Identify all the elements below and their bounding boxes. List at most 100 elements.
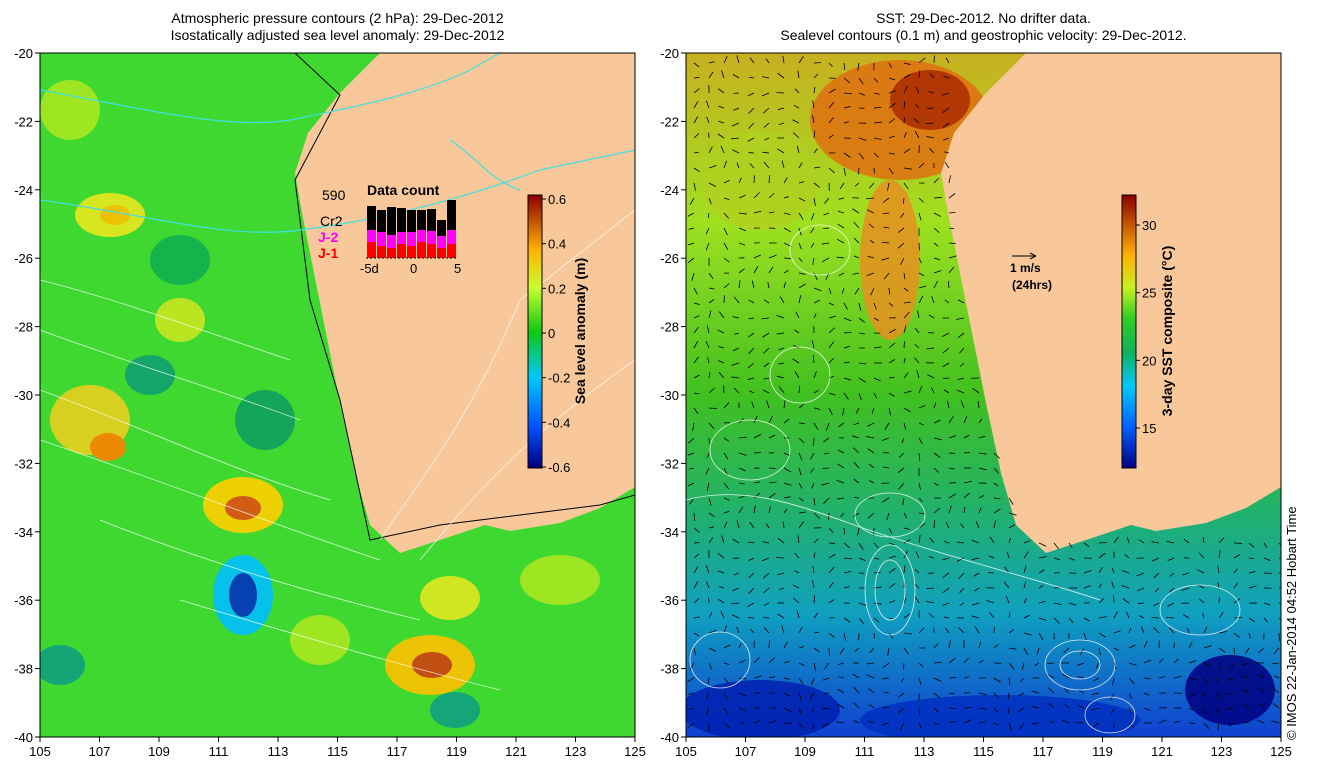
inset-bars bbox=[367, 200, 456, 258]
velocity-arrow bbox=[915, 551, 920, 559]
velocity-arrow bbox=[1158, 658, 1164, 664]
left-lon-tick-label: 107 bbox=[89, 744, 111, 759]
velocity-arrow bbox=[1018, 692, 1025, 697]
velocity-arrow bbox=[843, 542, 851, 549]
velocity-arrow bbox=[1241, 675, 1250, 679]
velocity-arrow bbox=[828, 566, 835, 574]
velocity-arrow bbox=[1128, 627, 1132, 634]
velocity-arrow bbox=[706, 116, 710, 124]
velocity-arrow bbox=[1166, 540, 1175, 544]
velocity-arrow bbox=[708, 526, 715, 529]
velocity-arrow bbox=[783, 677, 790, 680]
sst-colorbar-tick-label: 15 bbox=[1142, 421, 1156, 436]
velocity-arrow bbox=[763, 347, 770, 354]
velocity-arrow bbox=[1053, 542, 1059, 550]
velocity-arrow bbox=[918, 452, 921, 461]
velocity-arrow bbox=[798, 646, 805, 649]
velocity-arrow bbox=[971, 615, 980, 619]
velocity-arrow bbox=[828, 315, 836, 319]
velocity-arrow bbox=[733, 296, 740, 304]
velocity-arrow bbox=[933, 402, 937, 409]
velocity-arrow bbox=[1278, 542, 1281, 546]
velocity-arrow bbox=[812, 355, 815, 364]
velocity-arrow bbox=[783, 722, 792, 725]
velocity-arrow bbox=[978, 721, 986, 724]
inset-bar-segment bbox=[437, 236, 446, 248]
velocity-arrow bbox=[933, 520, 936, 529]
velocity-arrow bbox=[798, 521, 804, 529]
velocity-arrow bbox=[792, 132, 800, 139]
velocity-arrow bbox=[1188, 642, 1193, 649]
velocity-arrow bbox=[783, 269, 789, 274]
velocity-arrow bbox=[948, 227, 955, 230]
velocity-arrow bbox=[1122, 570, 1130, 574]
velocity-arrow bbox=[888, 407, 892, 416]
velocity-arrow bbox=[868, 688, 875, 694]
sla-colorbar-tick-label: -0.2 bbox=[548, 371, 570, 386]
velocity-arrow bbox=[813, 313, 817, 319]
velocity-arrow bbox=[1226, 692, 1235, 695]
velocity-arrow bbox=[768, 434, 776, 439]
velocity-arrow bbox=[783, 257, 792, 259]
velocity-arrow bbox=[747, 377, 755, 380]
velocity-arrow bbox=[926, 122, 935, 125]
velocity-arrow bbox=[1113, 610, 1119, 619]
velocity-arrow bbox=[993, 677, 1001, 683]
velocity-arrow bbox=[798, 295, 802, 304]
right-lat-tick-label: -20 bbox=[660, 46, 679, 61]
velocity-arrow bbox=[813, 662, 816, 671]
velocity-arrow bbox=[869, 704, 875, 709]
velocity-arrow bbox=[975, 521, 980, 529]
velocity-arrow bbox=[903, 100, 906, 109]
velocity-arrow bbox=[708, 662, 713, 670]
sla-colorbar-tick-label: -0.4 bbox=[548, 415, 570, 430]
velocity-arrow bbox=[793, 104, 800, 109]
velocity-arrow bbox=[903, 325, 907, 334]
velocity-arrow bbox=[794, 329, 800, 334]
velocity-arrow bbox=[918, 497, 923, 503]
right-lon-tick-label: 105 bbox=[675, 744, 697, 759]
velocity-arrow bbox=[828, 632, 835, 638]
velocity-arrow bbox=[888, 542, 895, 546]
velocity-arrow bbox=[913, 118, 920, 124]
velocity-arrow bbox=[792, 358, 800, 364]
velocity-arrow bbox=[1203, 645, 1212, 649]
velocity-arrow bbox=[1008, 629, 1015, 634]
velocity-arrow bbox=[882, 212, 890, 215]
velocity-arrow bbox=[732, 538, 740, 544]
velocity-arrow bbox=[1098, 583, 1103, 589]
velocity-arrow bbox=[706, 692, 710, 699]
velocity-arrow bbox=[693, 315, 700, 319]
velocity-arrow bbox=[783, 177, 788, 184]
left-lat-tick-label: -26 bbox=[14, 251, 33, 266]
velocity-arrow bbox=[1158, 719, 1167, 724]
velocity-arrow bbox=[888, 359, 896, 364]
velocity-arrow bbox=[781, 625, 785, 634]
velocity-arrow bbox=[903, 62, 911, 65]
velocity-arrow bbox=[708, 630, 717, 634]
velocity-arrow bbox=[721, 70, 725, 79]
scale-arrow-head-icon bbox=[1029, 252, 1037, 260]
velocity-arrow bbox=[718, 360, 725, 364]
velocity-arrow bbox=[738, 194, 746, 199]
velocity-arrow bbox=[747, 602, 755, 607]
velocity-arrow bbox=[943, 151, 950, 154]
velocity-arrow bbox=[931, 295, 935, 304]
velocity-arrow bbox=[693, 356, 699, 364]
sla-colorbar-tick-label: 0.6 bbox=[548, 192, 566, 207]
velocity-arrow bbox=[957, 299, 965, 304]
velocity-arrow bbox=[813, 595, 816, 604]
velocity-arrow bbox=[723, 497, 730, 501]
velocity-arrow bbox=[873, 617, 880, 623]
sla-colorbar-tick-label: 0.2 bbox=[548, 281, 566, 296]
velocity-arrow bbox=[723, 662, 730, 665]
right-map-title: SST: 29-Dec-2012. No drifter data. Seale… bbox=[686, 10, 1281, 44]
velocity-arrow bbox=[1008, 662, 1015, 670]
velocity-arrow bbox=[783, 242, 792, 247]
velocity-arrow bbox=[888, 377, 895, 379]
velocity-arrow bbox=[796, 145, 800, 154]
velocity-arrow bbox=[707, 677, 710, 684]
inset-mission-cr2: Cr2 bbox=[320, 213, 343, 229]
velocity-arrow bbox=[942, 572, 950, 578]
velocity-arrow bbox=[813, 130, 816, 139]
